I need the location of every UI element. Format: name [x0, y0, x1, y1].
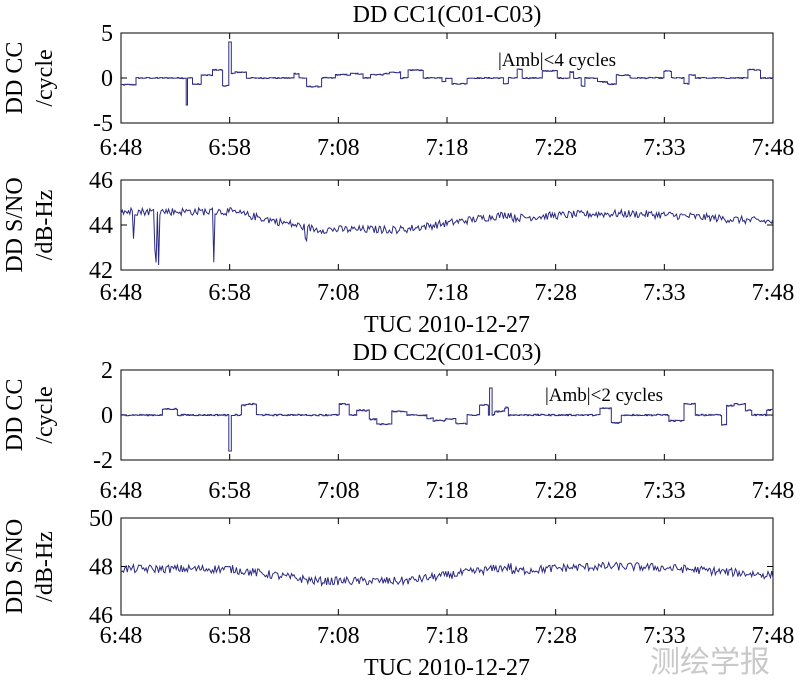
y-tick-label: -5 [93, 111, 113, 137]
y-tick-label: 46 [89, 603, 113, 629]
series-line-4 [120, 560, 774, 587]
x-tick-label: 7:33 [643, 623, 686, 649]
y-axis-label-3: DD CC [2, 379, 28, 452]
x-tick-label: 7:48 [752, 478, 795, 504]
x-tick-label: 6:58 [208, 623, 251, 649]
y-tick-label: 0 [101, 66, 113, 92]
y-axis-unit-3: /cycle [32, 386, 58, 443]
y-axis-unit-2: /dB-Hz [32, 190, 58, 261]
x-tick-label: 7:48 [752, 280, 795, 306]
x-tick-label: 7:08 [317, 623, 360, 649]
y-axis-unit-1: /cycle [32, 49, 58, 106]
x-tick-label: 7:28 [534, 280, 577, 306]
x-tick-label: 7:18 [426, 623, 469, 649]
y-axis-label-1: DD CC [2, 42, 28, 115]
x-tick-label: 6:48 [100, 623, 143, 649]
annotation-3: |Amb|<2 cycles [545, 385, 663, 406]
x-tick-label: 7:33 [643, 280, 686, 306]
y-tick-label: -2 [93, 448, 113, 474]
x-tick-label: 7:28 [534, 623, 577, 649]
x-tick-label: 6:58 [208, 478, 251, 504]
x-axis-label-2: TUC 2010-12-27 [364, 312, 530, 338]
x-tick-label: 7:08 [317, 280, 360, 306]
x-tick-label: 7:48 [752, 623, 795, 649]
y-tick-label: 2 [101, 358, 113, 384]
y-tick-label: 0 [101, 403, 113, 429]
x-tick-label: 7:48 [752, 135, 795, 161]
x-tick-label: 7:18 [426, 135, 469, 161]
y-tick-label: 48 [89, 555, 113, 581]
x-tick-label: 7:33 [643, 478, 686, 504]
x-tick-label: 7:18 [426, 478, 469, 504]
chart-title-3: DD CC2(C01-C03) [353, 340, 542, 366]
series-line-2 [120, 206, 774, 266]
x-tick-label: 6:48 [100, 135, 143, 161]
chart-title-1: DD CC1(C01-C03) [353, 2, 542, 28]
x-tick-label: 7:18 [426, 280, 469, 306]
series-line-3 [121, 387, 774, 452]
x-axis-label-4: TUC 2010-12-27 [364, 655, 530, 681]
y-axis-label-4: DD S/NO [2, 519, 28, 614]
y-axis-unit-4: /dB-Hz [32, 531, 58, 602]
y-tick-label: 46 [89, 168, 113, 194]
x-tick-label: 7:28 [534, 478, 577, 504]
x-tick-label: 7:33 [643, 135, 686, 161]
y-tick-label: 50 [89, 506, 113, 532]
x-tick-label: 6:48 [100, 478, 143, 504]
x-tick-label: 7:28 [534, 135, 577, 161]
annotation-1: |Amb|<4 cycles [498, 50, 616, 71]
y-tick-label: 5 [101, 21, 113, 47]
watermark-text: 测绘学报 [650, 645, 770, 680]
y-axis-label-2: DD S/NO [2, 177, 28, 272]
x-tick-label: 6:58 [208, 135, 251, 161]
series-line-1 [121, 41, 774, 106]
y-tick-label: 42 [89, 258, 113, 284]
x-tick-label: 7:08 [317, 478, 360, 504]
y-tick-label: 44 [89, 213, 113, 239]
x-tick-label: 6:48 [100, 280, 143, 306]
x-tick-label: 7:08 [317, 135, 360, 161]
x-tick-label: 6:58 [208, 280, 251, 306]
